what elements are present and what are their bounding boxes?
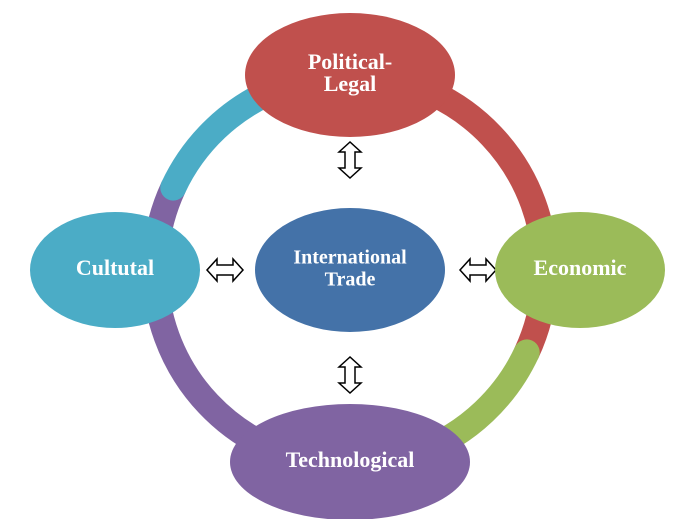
arrow-up-double-arrow-icon bbox=[339, 142, 361, 178]
arrow-right-double-arrow-icon bbox=[460, 259, 496, 281]
node-right: Economic bbox=[495, 212, 665, 328]
arc-bottom-left bbox=[155, 188, 268, 447]
node-top-label-line-1: Legal bbox=[324, 71, 377, 96]
node-bottom-label-line-0: Technological bbox=[286, 447, 415, 472]
node-bottom: Technological bbox=[230, 404, 470, 519]
nodes: InternationalTrade Political-Legal Economi… bbox=[30, 13, 665, 519]
diagram-canvas: InternationalTrade Political-Legal Economi… bbox=[0, 0, 700, 519]
node-center-label-line-0: International bbox=[293, 247, 407, 269]
arrow-left-double-arrow-icon bbox=[207, 259, 243, 281]
node-center: InternationalTrade bbox=[255, 208, 445, 332]
node-top: Political-Legal bbox=[245, 13, 455, 137]
node-left: Cultutal bbox=[30, 212, 200, 328]
node-left-label-line-0: Cultutal bbox=[76, 255, 154, 280]
node-right-label-line-0: Economic bbox=[534, 255, 627, 280]
node-center-label-line-1: Trade bbox=[325, 269, 376, 291]
arrow-down-double-arrow-icon bbox=[339, 357, 361, 393]
